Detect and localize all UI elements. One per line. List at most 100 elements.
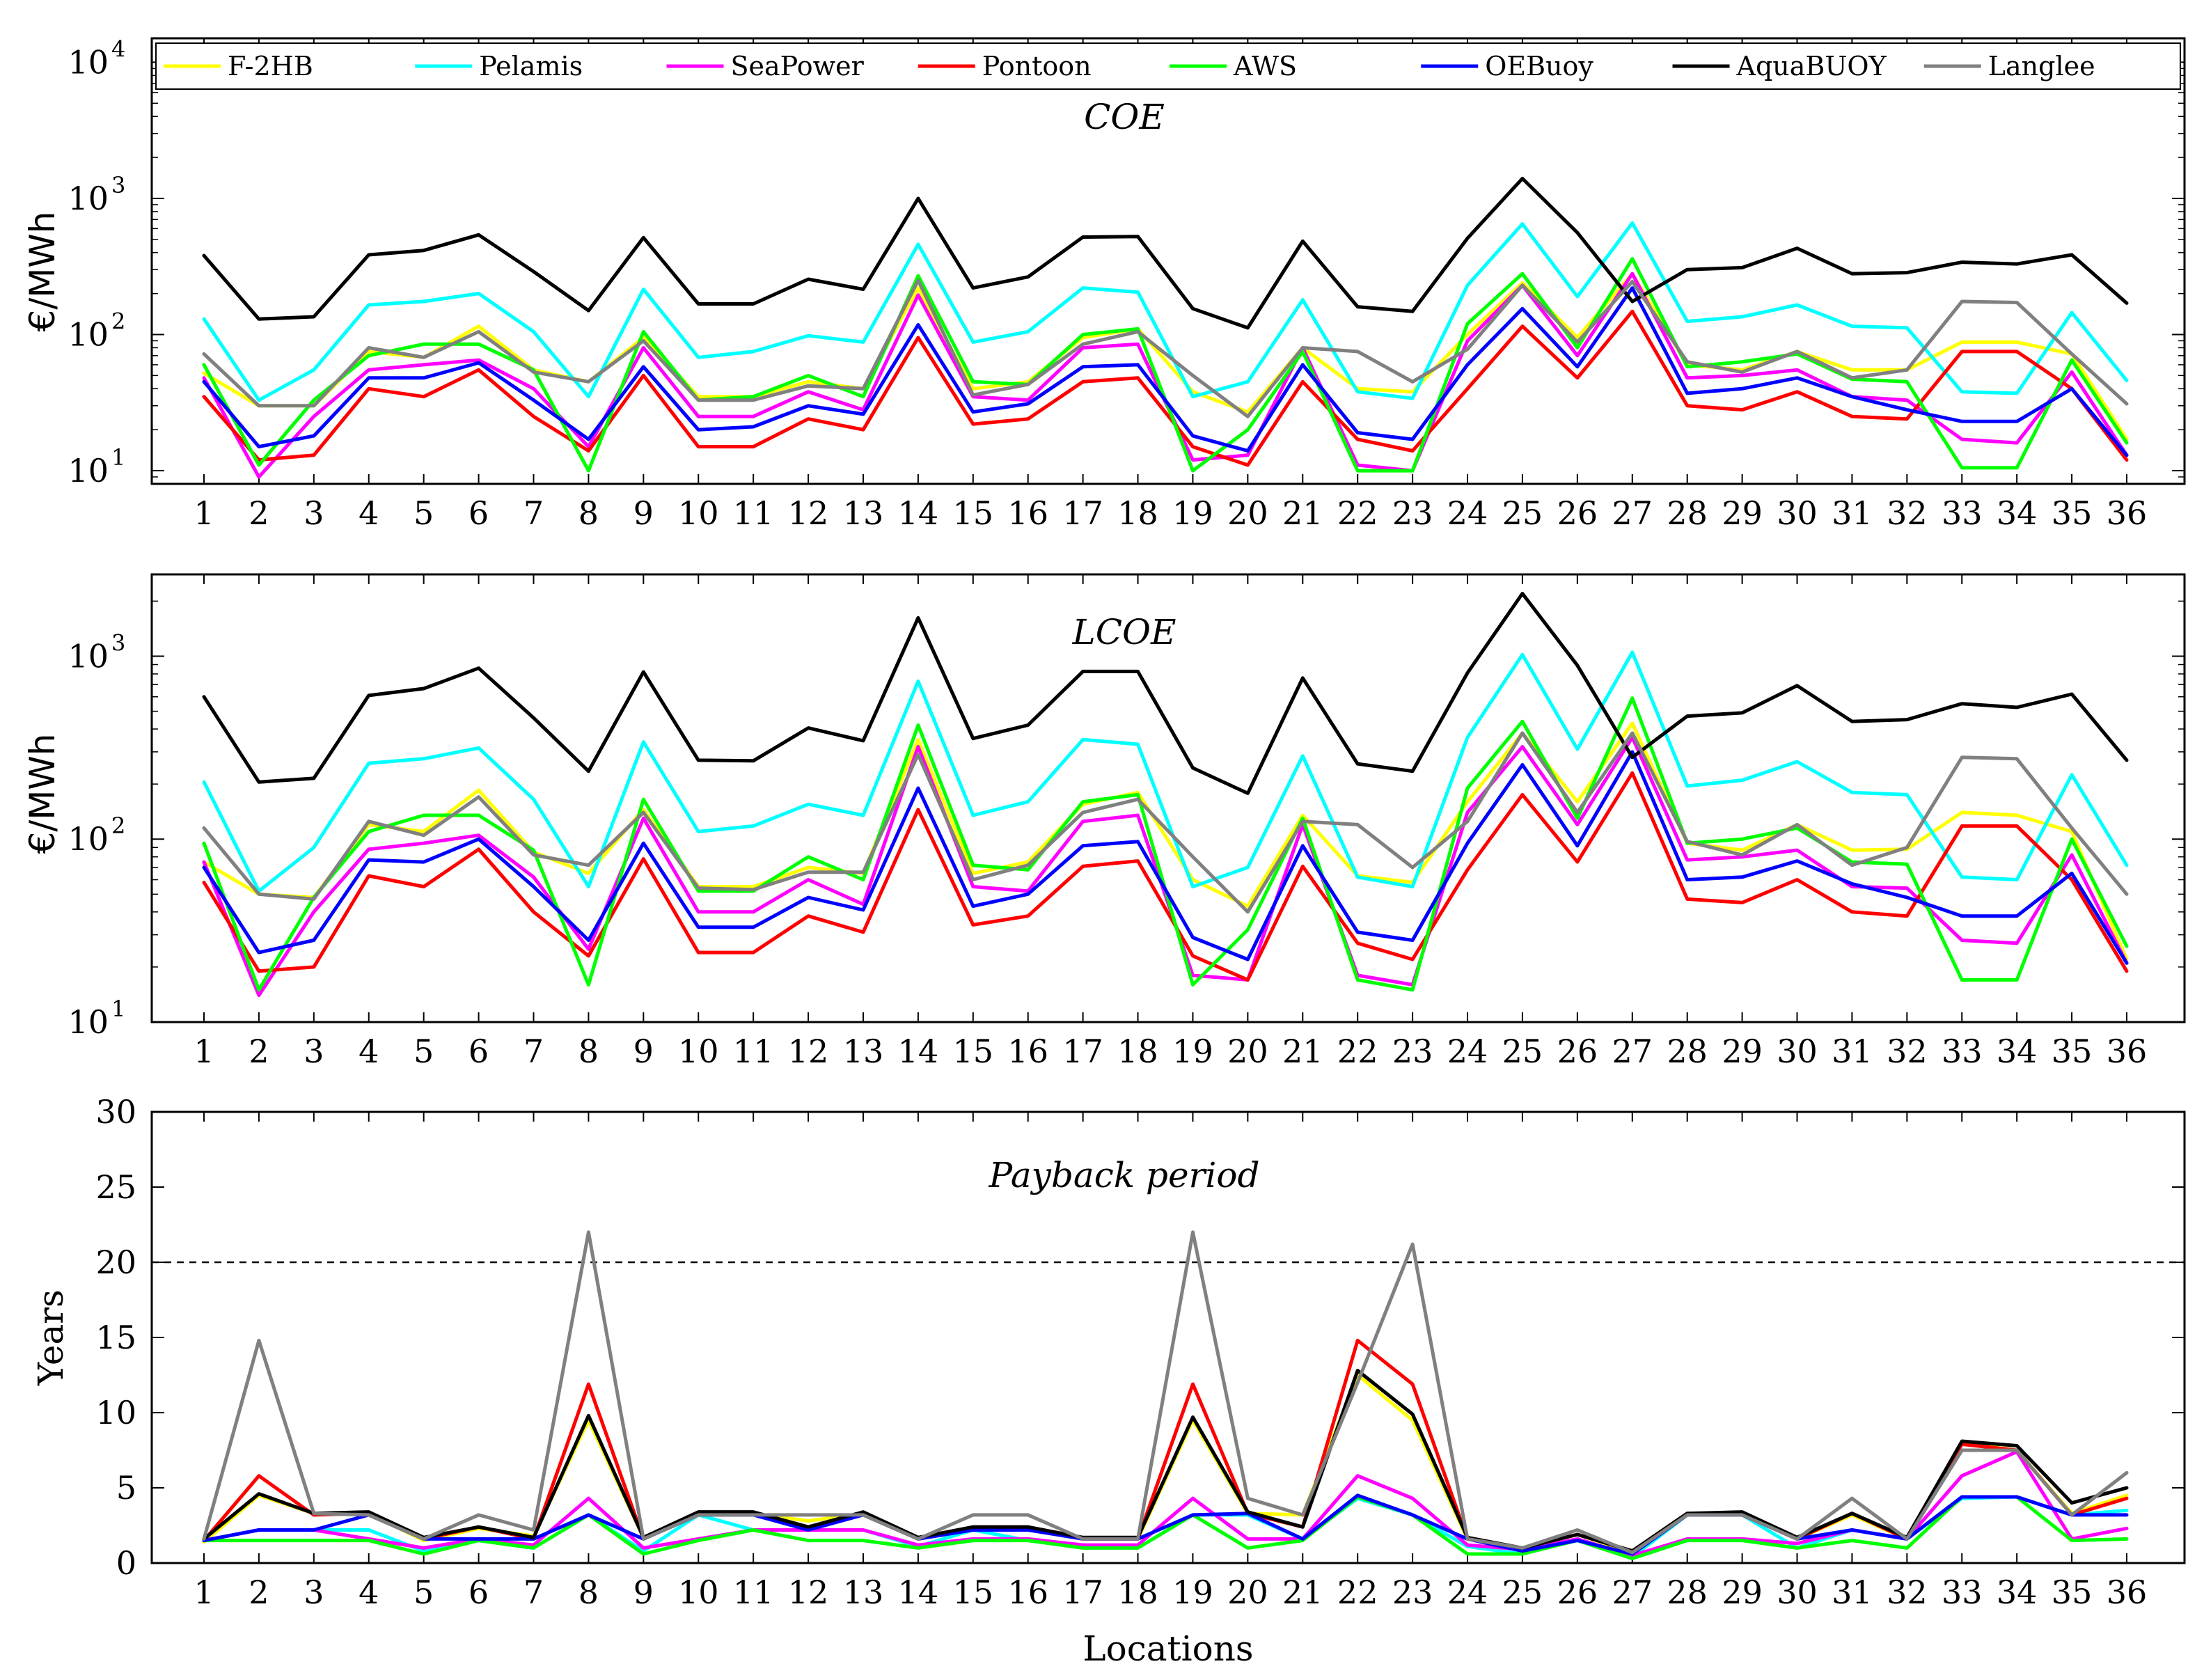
payback-x-tick-label: 14 [898,1573,939,1611]
payback-y-tick-label: 30 [95,1093,136,1131]
payback-ticks [152,1111,2185,1564]
coe-axes-box [150,37,2186,485]
coe-x-tick-label: 17 [1062,494,1103,532]
payback-x-tick-label: 8 [578,1573,599,1611]
lcoe-x-tick-label: 18 [1117,1033,1158,1070]
legend-label-f-2hb: F-2HB [228,51,313,81]
coe-x-tick-label: 26 [1557,494,1598,532]
lcoe-series-pontoon [202,771,2129,982]
lcoe-x-tick-label: 20 [1227,1033,1268,1070]
payback-x-tick-label: 16 [1007,1573,1048,1611]
coe-x-tick-label: 13 [843,494,884,532]
lcoe-x-tick-label: 31 [1832,1033,1873,1070]
payback-x-tick-label: 13 [843,1573,884,1611]
lcoe-x-tick-label: 21 [1282,1033,1323,1070]
lcoe-x-tick-label: 25 [1502,1033,1543,1070]
coe-x-tick-label: 25 [1502,494,1543,532]
lcoe-x-tick-label: 14 [898,1033,939,1070]
lcoe-x-tick-label: 13 [843,1033,884,1070]
lcoe-x-tick-label: 6 [469,1033,489,1070]
lcoe-x-tick-label: 32 [1887,1033,1928,1070]
payback-x-tick-label: 32 [1887,1573,1928,1611]
payback-x-tick-label: 35 [2052,1573,2093,1611]
lcoe-y-tick-label: 10 [68,1003,109,1041]
payback-series-lines [202,1230,2129,1560]
lcoe-series-langlee [202,731,2129,914]
lcoe-x-tick-label: 34 [1997,1033,2038,1070]
coe-series-aquabuoy [202,176,2129,330]
payback-x-tick-label: 25 [1502,1573,1543,1611]
panel-payback: 1 2 3 4 5 6 7 8 9 10 11 12 13 14 15 16 17 18 19 20 21 22 23 24 2… [31,1093,2186,1669]
payback-x-tick-label: 27 [1612,1573,1653,1611]
coe-x-tick-labels: 1 2 3 4 5 6 7 8 9 10 11 12 13 14 15 16 17 18 19 20 21 22 23 24 2… [194,494,2147,532]
payback-x-tick-label: 4 [359,1573,379,1611]
lcoe-axes-box [150,573,2186,1023]
payback-x-tick-label: 24 [1447,1573,1488,1611]
coe-y-tick-label: 10 [68,180,109,217]
payback-y-tick-label: 20 [95,1243,136,1281]
panel-lcoe: 1 2 3 4 5 6 7 8 9 10 11 12 13 14 15 16 17 18 19 20 21 22 23 24 2… [22,573,2186,1070]
lcoe-series-f-2hb [202,721,2129,961]
payback-x-tick-label: 2 [249,1573,269,1611]
coe-x-tick-label: 19 [1172,494,1213,532]
lcoe-ticks [152,574,2185,1023]
payback-x-tick-label: 23 [1392,1573,1433,1611]
lcoe-x-tick-label: 33 [1942,1033,1983,1070]
coe-x-tick-label: 5 [414,494,434,532]
coe-x-tick-label: 9 [633,494,654,532]
payback-series-aws [202,1495,2129,1560]
lcoe-x-tick-label: 4 [359,1033,379,1070]
payback-x-tick-label: 12 [788,1573,829,1611]
lcoe-x-tick-label: 26 [1557,1033,1598,1070]
lcoe-x-tick-label: 22 [1337,1033,1378,1070]
payback-y-tick-label: 10 [95,1394,136,1431]
payback-x-tick-label: 18 [1117,1573,1158,1611]
lcoe-x-tick-label: 23 [1392,1033,1433,1070]
coe-x-tick-label: 11 [733,494,774,532]
payback-x-tick-label: 21 [1282,1573,1323,1611]
lcoe-x-tick-label: 28 [1667,1033,1708,1070]
coe-y-axis-label: €/MWh [22,212,63,332]
legend-label-aquabuoy: AquaBUOY [1736,51,1887,81]
payback-y-tick-label: 0 [116,1544,136,1582]
payback-x-tick-label: 33 [1942,1573,1983,1611]
payback-x-tick-labels: 1 2 3 4 5 6 7 8 9 10 11 12 13 14 15 16 17 18 19 20 21 22 23 24 2… [194,1573,2147,1611]
payback-y-tick-label: 25 [95,1168,136,1206]
legend-box [155,42,2181,90]
lcoe-series-lines [202,592,2129,998]
coe-x-tick-label: 14 [898,494,939,532]
coe-x-tick-label: 3 [304,494,324,532]
coe-y-tick-label-exponent: 2 [111,308,125,335]
lcoe-series-pelamis [202,650,2129,893]
payback-x-tick-label: 22 [1337,1573,1378,1611]
lcoe-y-tick-label-exponent: 2 [111,812,125,839]
payback-x-tick-label: 7 [524,1573,544,1611]
payback-series-oebuoy [202,1493,2129,1556]
payback-x-tick-label: 34 [1997,1573,2038,1611]
payback-x-tick-label: 19 [1172,1573,1213,1611]
legend-label-pelamis: Pelamis [479,51,583,81]
payback-x-tick-label: 26 [1557,1573,1598,1611]
coe-series-pontoon [202,309,2129,467]
coe-y-tick-label-exponent: 1 [111,444,125,471]
payback-series-seapower [202,1450,2129,1557]
coe-x-tick-label: 28 [1667,494,1708,532]
coe-x-tick-label: 6 [469,494,489,532]
coe-title: COE [1084,97,1165,137]
payback-y-tick-label: 5 [116,1469,136,1507]
coe-y-tick-label: 10 [68,43,109,81]
legend-label-aws: AWS [1233,51,1297,81]
lcoe-x-tick-label: 24 [1447,1033,1488,1070]
coe-series-oebuoy [202,286,2129,457]
lcoe-x-tick-label: 36 [2107,1033,2148,1070]
coe-x-tick-label: 36 [2107,494,2148,532]
payback-x-tick-label: 9 [633,1573,654,1611]
coe-x-tick-label: 33 [1942,494,1983,532]
legend: F-2HB Pelamis SeaPower Pontoon AWS OEBuoy Aqua… [155,42,2181,90]
payback-x-tick-label: 15 [953,1573,994,1611]
coe-x-tick-label: 30 [1777,494,1818,532]
coe-x-tick-label: 4 [359,494,379,532]
lcoe-x-tick-label: 27 [1612,1033,1653,1070]
lcoe-series-aquabuoy [202,592,2129,795]
coe-y-tick-label: 10 [68,452,109,489]
